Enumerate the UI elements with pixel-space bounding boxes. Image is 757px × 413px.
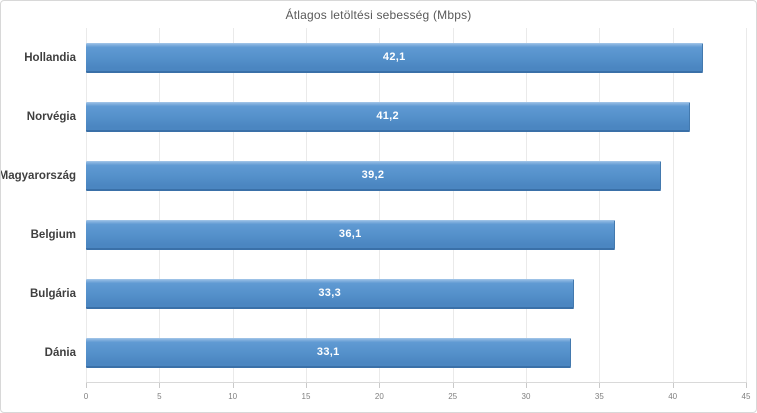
tick-mark (86, 382, 87, 388)
category-label: Belgium (30, 228, 76, 241)
tick-mark (232, 382, 234, 388)
chart-title: Átlagos letöltési sebesség (Mbps) (285, 8, 472, 22)
tick-mark (599, 382, 601, 388)
tick-label: 15 (301, 392, 311, 401)
tick-mark (306, 382, 307, 388)
tick-mark (746, 382, 747, 388)
bar-value-label: 41,2 (376, 110, 399, 122)
tick-mark (672, 382, 674, 388)
gridline (452, 28, 454, 382)
gridline (746, 28, 747, 382)
tick-label: 35 (594, 392, 604, 401)
bar-value-label: 33,3 (318, 287, 341, 299)
gridline (159, 28, 161, 382)
tick-label: 5 (157, 392, 162, 401)
bar: 39,2 (86, 160, 661, 191)
tick-mark (159, 382, 161, 388)
tick-label: 30 (521, 392, 531, 401)
bar-value-label: 36,1 (338, 228, 362, 240)
tick-label: 0 (83, 392, 89, 401)
category-label: Dánia (44, 346, 76, 359)
bar: 33,3 (86, 278, 575, 309)
category-label: Magyarország (0, 169, 76, 182)
tick-label: 10 (228, 392, 238, 401)
bar-value-label: 42,1 (382, 51, 406, 63)
tick-label: 20 (374, 392, 384, 401)
x-axis-line (86, 382, 747, 383)
category-label: Hollandia (24, 51, 76, 64)
bar-value-label: 39,2 (361, 169, 385, 181)
bar: 33,1 (86, 337, 572, 368)
gridline (86, 28, 87, 382)
gridline (672, 28, 674, 382)
bar: 42,1 (86, 42, 704, 73)
bar-value-label: 33,1 (316, 346, 340, 358)
tick-mark (526, 382, 527, 388)
gridline (526, 28, 527, 382)
gridline (599, 28, 601, 382)
tick-mark (452, 382, 454, 388)
gridline (379, 28, 381, 382)
category-label: Norvégia (26, 110, 76, 123)
tick-mark (379, 382, 381, 388)
bar: 36,1 (86, 219, 616, 250)
tick-label: 45 (741, 392, 751, 401)
tick-label: 25 (448, 392, 458, 401)
bar: 41,2 (86, 101, 691, 132)
category-label: Bulgária (29, 287, 76, 300)
gridline (306, 28, 307, 382)
gridline (232, 28, 234, 382)
tick-label: 40 (668, 392, 678, 401)
